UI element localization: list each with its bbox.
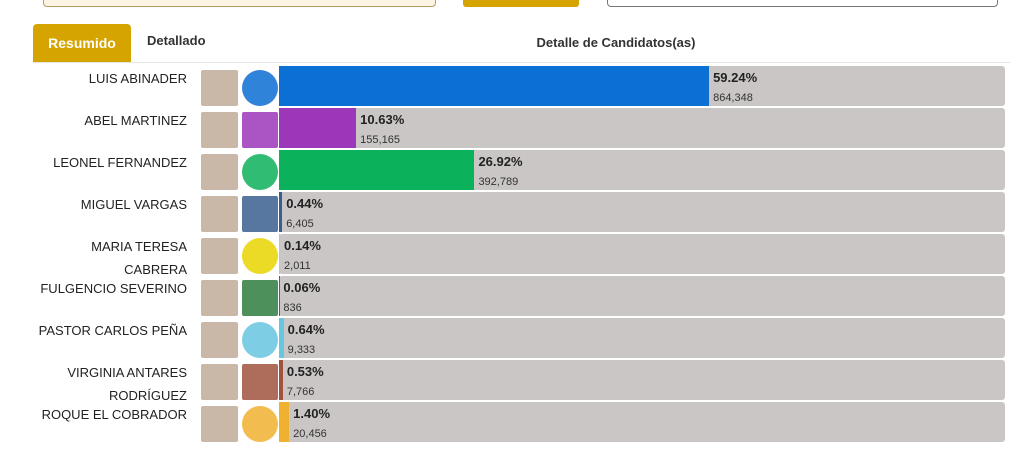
bar-track [279, 318, 1005, 358]
candidate-photo [201, 154, 238, 190]
tab-active[interactable]: Resumido [33, 24, 131, 62]
votes-label: 9,333 [287, 344, 316, 356]
candidate-photo [201, 322, 238, 358]
candidate-name: ROQUE EL COBRADOR [41, 407, 187, 422]
bar [279, 108, 357, 148]
votes-label: 20,456 [293, 428, 327, 440]
party-logo [242, 406, 278, 442]
bar-track [279, 192, 1005, 232]
bar-track [279, 234, 1005, 274]
divider [33, 62, 1010, 63]
votes-label: 155,165 [360, 134, 400, 146]
candidate-photo [201, 238, 238, 274]
percent-label: 0.53% [286, 364, 324, 379]
bar-track [279, 108, 1005, 148]
party-logo [242, 322, 278, 358]
section-header: Detalle de Candidatos(as) [536, 35, 696, 50]
bar [279, 234, 281, 274]
percent-label: 26.92% [478, 154, 523, 169]
votes-label: 864,348 [713, 92, 753, 104]
candidate-name: LUIS ABINADER [88, 71, 187, 86]
percent-label: 59.24% [713, 70, 758, 85]
tab[interactable]: Detallado [147, 33, 206, 48]
candidate-name: ABEL MARTINEZ [84, 113, 187, 128]
candidate-name: MIGUEL VARGAS [80, 197, 187, 212]
candidate-name: VIRGINIA ANTARES RODRÍGUEZ [67, 365, 187, 403]
candidate-photo [201, 406, 238, 442]
votes-label: 2,011 [284, 260, 311, 272]
percent-label: 0.14% [284, 238, 321, 253]
candidate-photo [201, 70, 238, 106]
party-logo [242, 364, 278, 400]
candidate-photo [201, 364, 238, 400]
candidate-photo [201, 280, 238, 316]
percent-label: 10.63% [360, 112, 405, 127]
candidate-photo [201, 196, 238, 232]
party-logo [242, 112, 278, 148]
filter-button[interactable] [463, 0, 579, 7]
bar [279, 318, 284, 358]
votes-label: 7,766 [286, 386, 315, 398]
party-logo [242, 154, 278, 190]
candidate-name: MARIA TERESA CABRERA [91, 239, 187, 277]
bar [279, 402, 290, 442]
bar [279, 66, 710, 106]
percent-label: 1.40% [293, 406, 331, 421]
party-logo [242, 196, 278, 232]
bar-track [279, 276, 1005, 316]
bar-track [279, 402, 1005, 442]
bar [279, 192, 283, 232]
votes-label: 392,789 [478, 176, 519, 188]
filter-input[interactable] [43, 0, 436, 7]
search-input[interactable] [607, 0, 998, 7]
percent-label: 0.64% [287, 322, 325, 337]
party-logo [242, 280, 278, 316]
bar [279, 360, 283, 400]
bar-track [279, 360, 1005, 400]
votes-label: 6,405 [286, 218, 314, 230]
percent-label: 0.44% [286, 196, 324, 211]
percent-label: 0.06% [283, 280, 321, 295]
candidate-name: FULGENCIO SEVERINO [40, 281, 187, 296]
party-logo [242, 238, 278, 274]
candidate-name: PASTOR CARLOS PEÑA [38, 323, 187, 338]
votes-label: 836 [283, 302, 302, 314]
candidate-photo [201, 112, 238, 148]
candidate-name: LEONEL FERNANDEZ [53, 155, 187, 170]
bar [279, 150, 475, 190]
party-logo [242, 70, 278, 106]
